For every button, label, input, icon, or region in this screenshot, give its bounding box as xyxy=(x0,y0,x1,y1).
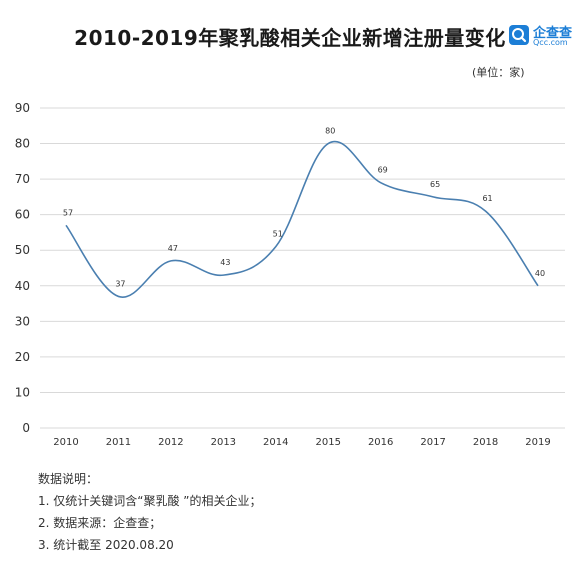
x-tick-label: 2018 xyxy=(473,437,498,448)
x-tick-label: 2016 xyxy=(368,437,393,448)
x-tick-label: 2015 xyxy=(315,437,340,448)
y-tick-label: 40 xyxy=(15,279,30,293)
data-label: 47 xyxy=(168,244,178,253)
logo-domain: Qcc.com xyxy=(533,38,568,47)
brand-logo: 企查查 Qcc.com xyxy=(508,22,576,52)
y-tick-label: 80 xyxy=(15,137,30,151)
y-tick-label: 0 xyxy=(22,421,30,435)
x-tick-label: 2013 xyxy=(211,437,236,448)
note-item: 1. 仅统计关键词含“聚乳酸 ”的相关企业； xyxy=(38,494,262,508)
grid-lines xyxy=(40,107,565,429)
note-item: 2. 数据来源：企查查； xyxy=(38,516,162,530)
chart-title: 2010-2019年聚乳酸相关企业新增注册量变化 xyxy=(74,26,506,50)
logo-name: 企查查 xyxy=(533,26,573,41)
data-label: 61 xyxy=(482,194,492,203)
y-tick-label: 60 xyxy=(15,208,30,222)
note-item: 3. 统计截至 2020.08.20 xyxy=(38,538,174,552)
x-tick-label: 2017 xyxy=(420,437,445,448)
x-tick-label: 2010 xyxy=(53,437,78,448)
data-label: 37 xyxy=(115,279,125,288)
x-tick-label: 2019 xyxy=(525,437,550,448)
y-tick-label: 90 xyxy=(15,101,30,115)
data-label: 40 xyxy=(535,269,545,278)
y-axis-ticks: 0 10 20 30 40 50 60 70 80 90 xyxy=(15,101,30,435)
y-tick-label: 70 xyxy=(15,172,30,186)
unit-label: (单位：家) xyxy=(472,66,525,79)
notes-heading: 数据说明： xyxy=(38,472,99,486)
y-tick-label: 30 xyxy=(15,314,30,328)
data-label: 51 xyxy=(273,230,283,239)
y-tick-label: 50 xyxy=(15,243,30,257)
data-label: 57 xyxy=(63,208,73,217)
x-axis-ticks: 2010 2011 2012 2013 2014 2015 2016 2017 2018 2019 xyxy=(53,437,550,448)
data-label: 69 xyxy=(378,166,388,175)
y-tick-label: 20 xyxy=(15,350,30,364)
data-label: 43 xyxy=(220,258,230,267)
data-labels: 57 37 47 43 51 80 69 65 61 40 xyxy=(63,127,545,289)
x-tick-label: 2011 xyxy=(106,437,131,448)
series-line xyxy=(65,140,539,298)
data-label: 80 xyxy=(325,127,335,136)
x-tick-label: 2012 xyxy=(158,437,183,448)
data-label: 65 xyxy=(430,180,440,189)
x-tick-label: 2014 xyxy=(263,437,288,448)
y-tick-label: 10 xyxy=(15,385,30,399)
qcc-logo-icon xyxy=(509,25,529,45)
data-notes: 数据说明： 1. 仅统计关键词含“聚乳酸 ”的相关企业； 2. 数据来源：企查查… xyxy=(38,468,262,556)
